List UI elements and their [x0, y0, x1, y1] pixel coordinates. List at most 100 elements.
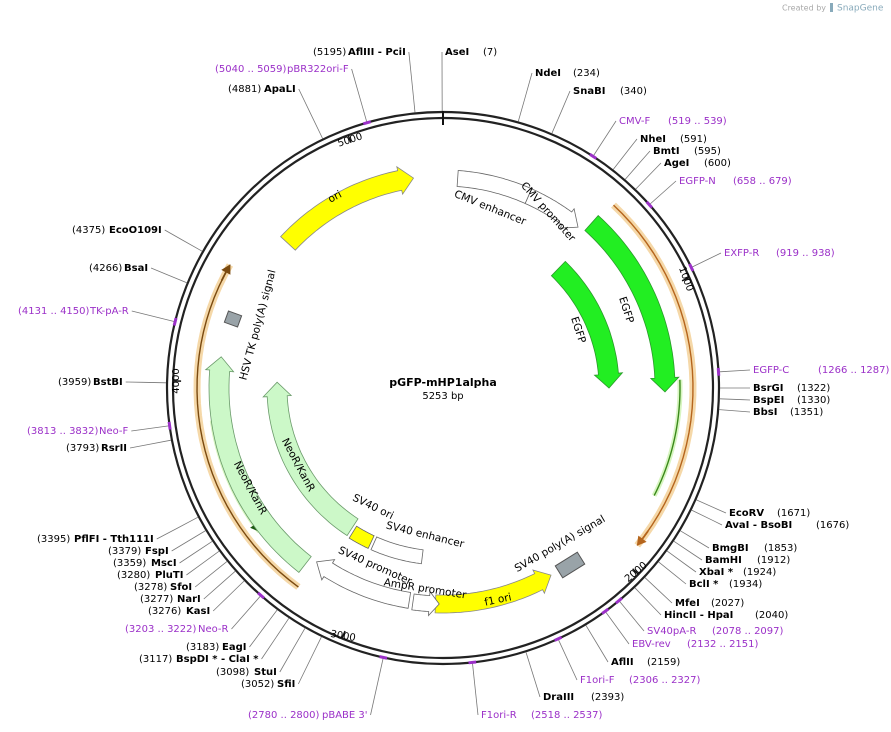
site-name: AflIII - PciI — [348, 47, 406, 58]
feature-arrow — [524, 188, 579, 229]
leader-line — [279, 627, 306, 673]
site-position: (1322) — [797, 383, 830, 394]
site-name: FspI — [145, 546, 169, 557]
primer-leader — [472, 663, 479, 716]
feature-label: HSV TK poly(A) signal — [237, 269, 278, 382]
site-name: EcoRV — [729, 508, 764, 519]
primer-name: CMV-F — [619, 116, 650, 127]
site-name: MfeI — [675, 598, 700, 609]
site-name: KasI — [186, 606, 210, 617]
site-name: BamHI — [705, 555, 742, 566]
site-name: PluTI — [155, 570, 183, 581]
leader-line — [673, 540, 703, 561]
site-name: DraIII — [543, 692, 574, 703]
site-position: (7) — [483, 47, 497, 58]
highlight-line — [196, 264, 299, 588]
tick-mark — [681, 276, 690, 282]
leader-line — [297, 636, 322, 685]
primer-mark — [172, 317, 178, 326]
primer-name: EXFP-R — [724, 248, 759, 259]
site-position: (1934) — [729, 579, 762, 590]
site-position: (3277) — [140, 594, 173, 605]
site-name: BmtI — [653, 146, 680, 157]
site-name: XbaI * — [699, 567, 734, 578]
primer-range: (2132 .. 2151) — [687, 639, 759, 650]
site-position: (1853) — [764, 543, 797, 554]
primer-leader — [619, 601, 645, 632]
site-name: SnaBI — [573, 86, 605, 97]
site-position: (234) — [573, 68, 600, 79]
site-name: AflII — [611, 657, 634, 668]
primer-range: (5040 .. 5059) — [215, 64, 287, 75]
leader-line — [691, 509, 723, 526]
leader-line — [719, 398, 751, 401]
leader-line — [194, 561, 228, 588]
site-name: EagI — [222, 642, 246, 653]
primer-leader — [131, 310, 175, 322]
site-name: BclI * — [689, 579, 719, 590]
leader-line — [644, 577, 673, 604]
leader-line — [635, 162, 662, 190]
site-position: (3793) — [66, 443, 99, 454]
site-position: (340) — [620, 86, 647, 97]
leader-line — [212, 580, 245, 612]
site-position: (1330) — [797, 395, 830, 406]
leader-line — [551, 90, 571, 134]
feature-label: f1 ori — [483, 591, 512, 608]
site-name: SfoI — [170, 582, 192, 593]
site-position: (600) — [704, 158, 731, 169]
leader-line — [696, 499, 727, 514]
primer-range: (919 .. 938) — [776, 248, 835, 259]
leader-line — [249, 609, 278, 648]
primer-range: (2780 .. 2800) — [248, 710, 320, 721]
tick-label: 2000 — [623, 560, 650, 585]
primer-mark — [645, 200, 653, 209]
site-name: NarI — [177, 594, 201, 605]
leader-line — [680, 530, 710, 549]
primer-mark — [614, 597, 623, 605]
leader-line — [150, 267, 187, 284]
feature-arrow — [316, 559, 412, 609]
site-position: (3278) — [134, 582, 167, 593]
site-name: EcoO109I — [109, 225, 162, 236]
tick-mark — [632, 568, 639, 575]
site-position: (3379) — [108, 546, 141, 557]
site-name: BsrGI — [753, 383, 783, 394]
primer-name: Neo-F — [99, 426, 129, 437]
site-name: StuI — [254, 667, 277, 678]
site-position: (2393) — [591, 692, 624, 703]
primer-range: (658 .. 679) — [733, 176, 792, 187]
site-position: (2159) — [647, 657, 680, 668]
site-name: HincII - HpaI — [664, 610, 733, 621]
feature-label: EGFP — [616, 295, 636, 325]
primer-name: SV40pA-R — [647, 626, 696, 637]
site-position: (5195) — [313, 47, 346, 58]
feature-arrow — [434, 569, 552, 614]
primer-range: (2518 .. 2537) — [531, 710, 603, 721]
tick-mark — [347, 134, 352, 143]
site-position: (3959) — [58, 377, 91, 388]
site-position: (1351) — [790, 407, 823, 418]
feature-arrow — [370, 536, 424, 565]
feature-label: SV40 ori — [350, 492, 395, 522]
primer-range: (4131 .. 4150) — [18, 306, 90, 317]
primer-mark — [601, 607, 610, 615]
leader-line — [203, 570, 236, 600]
leader-line — [612, 138, 638, 170]
primer-leader — [605, 611, 630, 645]
site-position: (3280) — [117, 570, 150, 581]
highlight-line — [653, 379, 681, 496]
site-position: (3395) — [37, 534, 70, 545]
primer-mark — [379, 655, 388, 660]
site-position: (3117) — [139, 654, 172, 665]
primer-range: (3203 .. 3222) — [125, 624, 197, 635]
leader-line — [171, 530, 206, 552]
site-name: NdeI — [535, 68, 561, 79]
primer-range: (2306 .. 2327) — [629, 675, 701, 686]
site-name: AseI — [445, 47, 469, 58]
site-position: (1676) — [816, 520, 849, 531]
site-position: (591) — [680, 134, 707, 145]
brand: SnapGene — [837, 4, 884, 14]
tick-label: 5000 — [336, 131, 364, 149]
primer-name: EGFP-N — [679, 176, 716, 187]
